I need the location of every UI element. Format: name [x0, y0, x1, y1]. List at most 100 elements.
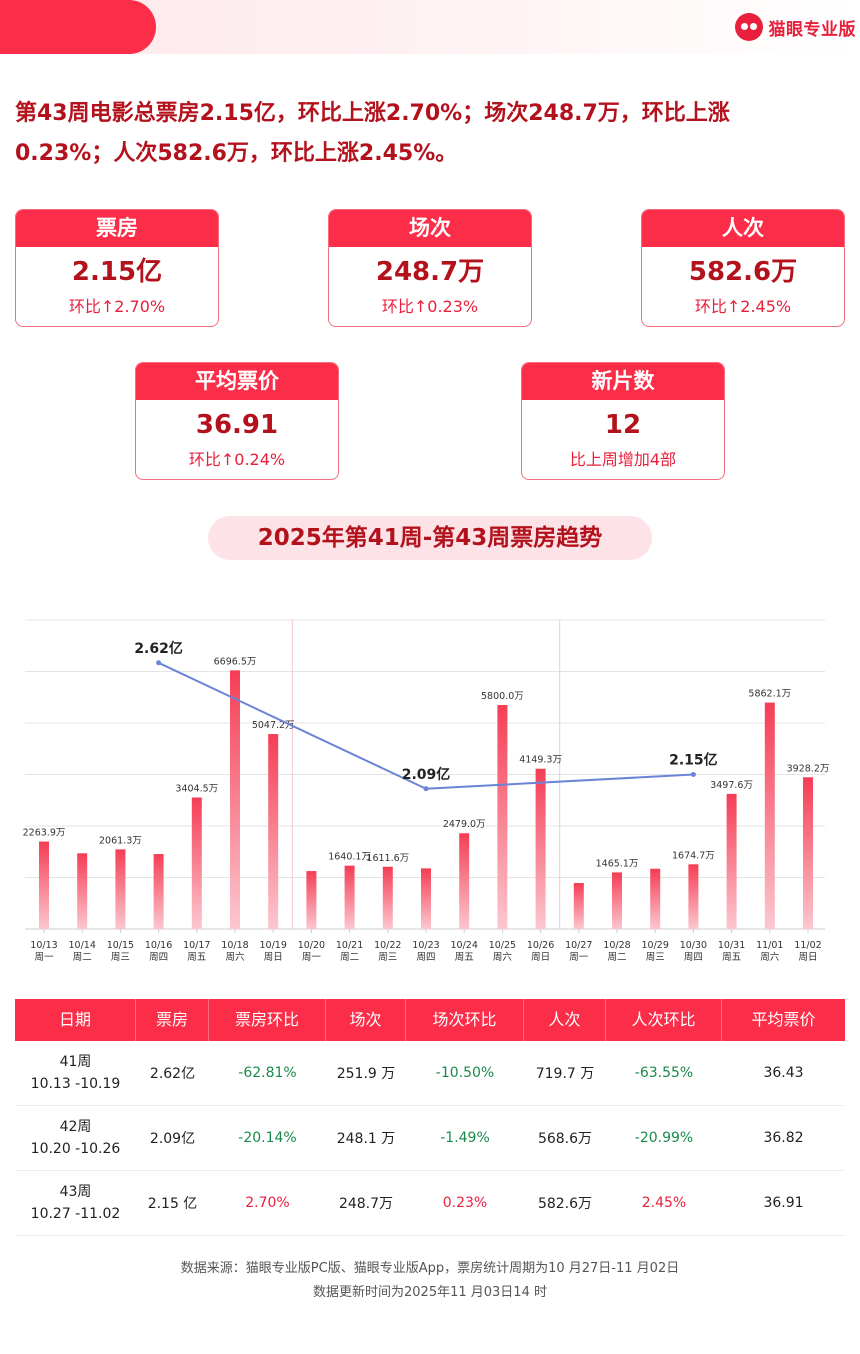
bar — [230, 670, 240, 929]
x-weekday-label: 周三 — [111, 952, 130, 963]
card-value: 12 — [604, 410, 642, 440]
box-change-cell: -62.81% — [238, 1065, 297, 1081]
card-value: 248.7万 — [375, 257, 485, 287]
x-weekday-label: 周三 — [646, 952, 665, 963]
card-admissions: 人次 582.6万 环比↑2.45% — [641, 209, 845, 327]
shows-change-cell: -10.50% — [435, 1065, 495, 1081]
bar — [268, 734, 279, 929]
weekly-total-point — [423, 786, 429, 792]
week-label: 42周 — [59, 1119, 92, 1135]
x-tick-label: 10/26 — [527, 940, 554, 951]
bar-value-label: 4149.3万 — [519, 755, 562, 766]
th-shows-change: 场次环比 — [406, 999, 524, 1041]
x-weekday-label: 周四 — [149, 952, 168, 963]
th-people: 人次 — [524, 999, 606, 1041]
bar — [650, 868, 661, 929]
x-tick-label: 10/13 — [30, 940, 57, 951]
card-shows: 场次 248.7万 环比↑0.23% — [328, 209, 532, 327]
x-weekday-label: 周四 — [684, 952, 703, 963]
x-tick-label: 10/24 — [451, 940, 478, 951]
shows-cell: 248.7万 — [338, 1196, 394, 1212]
th-shows: 场次 — [326, 999, 406, 1041]
x-tick-label: 10/21 — [336, 940, 363, 951]
bar-value-label: 2061.3万 — [99, 835, 142, 846]
bar — [688, 864, 699, 929]
price-cell: 36.82 — [763, 1130, 804, 1146]
card-change: 比上周增加4部 — [569, 450, 677, 469]
x-tick-label: 10/17 — [183, 940, 210, 951]
card-value: 36.91 — [195, 410, 279, 440]
x-tick-label: 11/01 — [756, 940, 783, 951]
bar — [382, 866, 393, 929]
box-office-chart: 2263.9万10/13周一10/14周二2061.3万10/15周三10/16… — [23, 619, 829, 963]
x-weekday-label: 周三 — [378, 952, 397, 963]
bar-value-label: 3497.6万 — [710, 780, 753, 791]
x-tick-label: 10/31 — [718, 940, 745, 951]
x-weekday-label: 周一 — [34, 952, 54, 963]
x-tick-label: 10/27 — [565, 940, 592, 951]
bar — [39, 841, 49, 929]
shows-change-cell: 0.23% — [442, 1195, 488, 1211]
bar — [612, 872, 622, 929]
x-tick-label: 10/23 — [412, 940, 439, 951]
table-header: 日期 票房 票房环比 场次 场次环比 人次 人次环比 平均票价 — [15, 999, 845, 1041]
people-cell: 582.6万 — [537, 1196, 593, 1212]
table-row: 43周 10.27 -11.02 2.15 亿 2.70% 248.7万 0.2… — [15, 1171, 845, 1236]
x-weekday-label: 周二 — [73, 952, 92, 963]
x-weekday-label: 周二 — [607, 952, 626, 963]
week-range: 10.13 -10.19 — [30, 1076, 121, 1092]
shows-cell: 251.9 万 — [336, 1066, 396, 1082]
bar — [344, 865, 355, 929]
x-tick-label: 11/02 — [794, 940, 821, 951]
box-cell: 2.09亿 — [149, 1131, 196, 1147]
shows-cell: 248.1 万 — [336, 1131, 396, 1147]
bar-value-label: 1640.1万 — [328, 852, 371, 863]
table-row: 41周 10.13 -10.19 2.62亿 -62.81% 251.9 万 -… — [15, 1041, 845, 1106]
th-avg-price: 平均票价 — [751, 1010, 816, 1029]
card-title: 新片数 — [522, 363, 724, 400]
week-cell: 42周 10.20 -10.26 — [15, 1116, 136, 1160]
card-box-office: 票房 2.15亿 环比↑2.70% — [15, 209, 219, 327]
box-change-cell: 2.70% — [245, 1195, 290, 1211]
th-people-change: 人次环比 — [606, 999, 722, 1041]
x-tick-label: 10/25 — [489, 940, 516, 951]
bar-value-label: 6696.5万 — [214, 656, 257, 667]
card-avg-price: 平均票价 36.91 环比↑0.24% — [135, 362, 339, 480]
x-weekday-label: 周二 — [340, 952, 359, 963]
bar — [803, 777, 813, 929]
people-change-cell: -20.99% — [634, 1130, 694, 1146]
brand-name: 猫眼专业版 — [768, 19, 856, 40]
trend-title: 2025年第41周-第43周票房趋势 — [208, 516, 652, 560]
x-tick-label: 10/20 — [298, 940, 325, 951]
x-weekday-label: 周日 — [798, 952, 817, 963]
bar — [421, 868, 431, 929]
x-weekday-label: 周日 — [531, 952, 550, 963]
summary-headline: 第43周电影总票房2.15亿，环比上涨2.70%；场次248.7万，环比上涨 0… — [15, 94, 795, 174]
bar — [153, 854, 164, 929]
people-change-cell: -63.55% — [634, 1065, 694, 1081]
card-value: 2.15亿 — [71, 257, 163, 287]
weekly-total-point — [690, 772, 696, 777]
x-weekday-label: 周五 — [455, 952, 474, 963]
people-cell: 719.7 万 — [535, 1066, 595, 1082]
x-tick-label: 10/19 — [260, 940, 287, 951]
box-cell: 2.62亿 — [149, 1066, 196, 1082]
x-tick-label: 10/22 — [374, 940, 401, 951]
bar-value-label: 5800.0万 — [481, 691, 524, 702]
bar-value-label: 1674.7万 — [672, 850, 715, 861]
th-box: 票房 — [136, 999, 209, 1041]
x-tick-label: 10/18 — [221, 940, 248, 951]
week-cell: 43周 10.27 -11.02 — [15, 1181, 136, 1225]
people-change-cell: 2.45% — [641, 1195, 687, 1211]
table-row: 42周 10.20 -10.26 2.09亿 -20.14% 248.1 万 -… — [15, 1106, 845, 1171]
x-weekday-label: 周日 — [264, 952, 283, 963]
x-weekday-label: 周四 — [416, 952, 435, 963]
footer-updated: 数据更新时间为2025年11 月03日14 时 — [313, 1285, 547, 1300]
top-banner: 猫眼专业版 — [0, 0, 860, 54]
x-weekday-label: 周五 — [187, 952, 206, 963]
bar — [726, 793, 737, 929]
bar — [77, 853, 88, 929]
x-weekday-label: 周六 — [493, 951, 513, 963]
bar — [497, 704, 508, 929]
card-change: 环比↑2.70% — [68, 297, 166, 316]
